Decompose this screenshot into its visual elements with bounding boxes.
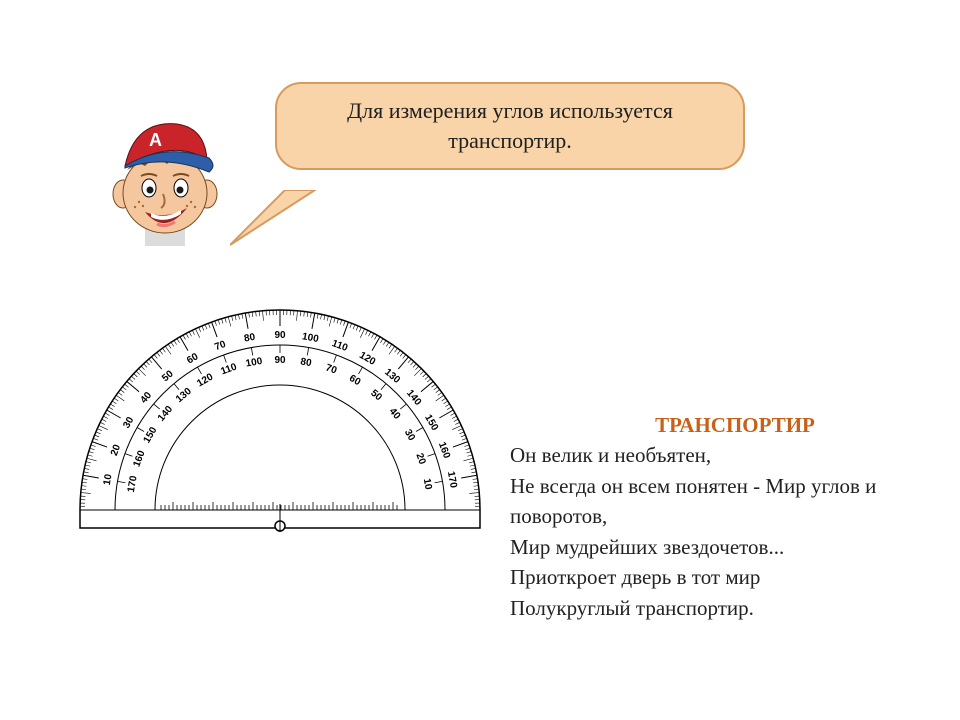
protractor: 1020304050607080901001101201301401501601… — [70, 300, 490, 535]
speech-bubble: Для измерения углов используется транспо… — [275, 82, 745, 170]
poem-line: Полукруглый транспортир. — [510, 593, 910, 623]
cartoon-boy: A — [105, 108, 225, 253]
speech-text: Для измерения углов используется транспо… — [305, 96, 715, 155]
svg-text:90: 90 — [274, 355, 286, 366]
poem-line: Не всегда он всем понятен - Мир углов и … — [510, 471, 910, 532]
poem-line: Он велик и необъятен, — [510, 440, 910, 470]
svg-text:A: A — [149, 130, 162, 150]
svg-text:90: 90 — [274, 330, 286, 341]
poem-block: ТРАНСПОРТИР Он велик и необъятен, Не все… — [510, 410, 910, 623]
poem-title: ТРАНСПОРТИР — [510, 410, 910, 440]
poem-line: Приоткроет дверь в тот мир — [510, 562, 910, 592]
poem-line: Мир мудрейших звездочетов... — [510, 532, 910, 562]
